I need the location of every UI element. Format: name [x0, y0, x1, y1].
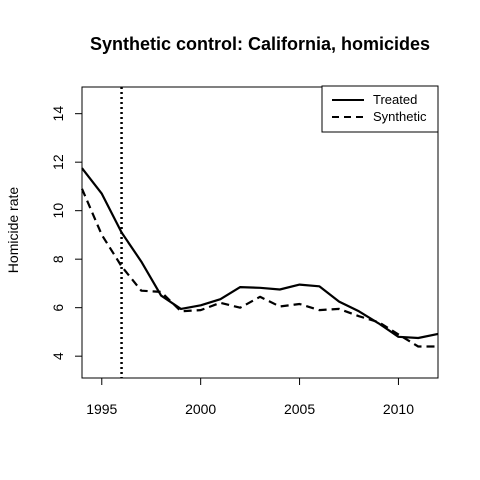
x-tick-label: 2000	[185, 401, 216, 417]
plot-area-border	[81, 86, 439, 379]
y-tick-label: 10	[50, 203, 66, 219]
legend-label-treated: Treated	[373, 92, 417, 107]
y-tick-label: 12	[50, 154, 66, 170]
x-tick-label: 2005	[284, 401, 315, 417]
x-axis: 1995 2000 2005 2010	[86, 378, 414, 417]
y-tick-label: 14	[50, 106, 66, 122]
y-tick-label: 8	[50, 255, 66, 263]
y-axis: 4 6 8 10 12 14	[50, 106, 82, 360]
y-tick-label: 6	[50, 304, 66, 312]
legend: Treated Synthetic	[321, 85, 439, 133]
chart-title: Synthetic control: California, homicides	[90, 34, 430, 54]
y-tick-label: 4	[50, 352, 66, 360]
legend-box	[321, 85, 439, 133]
series-line-synthetic	[80, 188, 438, 348]
x-tick-label: 2010	[383, 401, 414, 417]
series-line-treated	[81, 167, 439, 340]
y-axis-label: Homicide rate	[5, 187, 21, 274]
x-tick-label: 1995	[86, 401, 117, 417]
series-layer	[80, 167, 439, 348]
legend-label-synthetic: Synthetic	[373, 109, 427, 124]
